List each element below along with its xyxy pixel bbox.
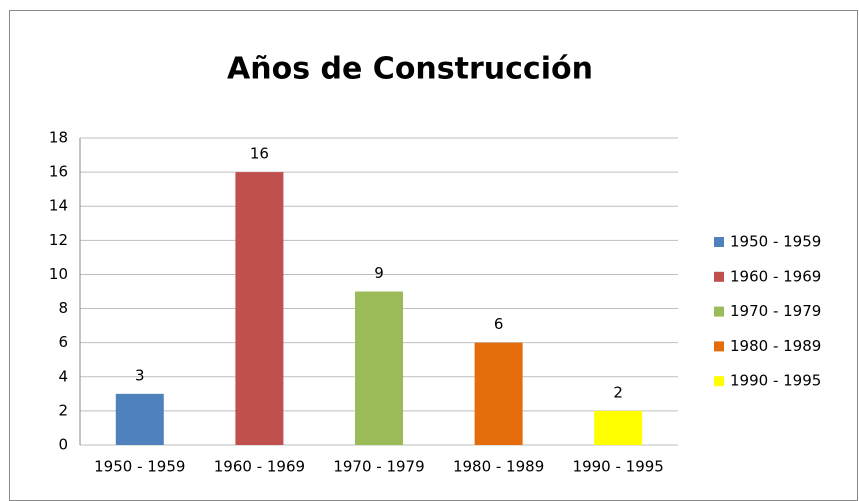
legend-label: 1990 - 1995 <box>730 372 821 390</box>
y-tick-label: 18 <box>49 129 68 147</box>
x-tick-label: 1980 - 1989 <box>453 458 544 476</box>
y-tick-label: 2 <box>58 401 68 419</box>
bar <box>355 291 403 445</box>
x-tick-label: 1960 - 1969 <box>214 458 305 476</box>
y-tick-label: 16 <box>49 163 68 181</box>
legend-swatch <box>714 376 724 387</box>
legend-swatch <box>714 306 724 317</box>
bar <box>115 393 164 445</box>
bar <box>594 410 643 445</box>
legend-label: 1950 - 1959 <box>730 233 821 251</box>
x-tick-label: 1970 - 1979 <box>333 458 424 476</box>
legend-swatch <box>714 271 724 282</box>
legend-label: 1980 - 1989 <box>730 337 821 355</box>
y-tick-label: 14 <box>49 197 68 215</box>
data-label: 16 <box>250 145 269 163</box>
data-label: 9 <box>374 264 384 282</box>
bar <box>235 172 284 445</box>
legend-label: 1970 - 1979 <box>730 302 821 320</box>
bar <box>474 342 523 445</box>
legend-label: 1960 - 1969 <box>730 267 821 285</box>
y-tick-label: 0 <box>58 436 68 454</box>
x-tick-label: 1950 - 1959 <box>94 458 185 476</box>
y-tick-label: 8 <box>58 299 68 317</box>
y-tick-label: 6 <box>58 333 68 351</box>
legend-swatch <box>714 341 724 352</box>
data-label: 6 <box>494 315 504 333</box>
data-label: 2 <box>613 383 623 401</box>
x-tick-label: 1990 - 1995 <box>573 458 664 476</box>
y-tick-label: 10 <box>49 265 68 283</box>
data-label: 3 <box>135 366 145 384</box>
y-tick-label: 4 <box>58 367 68 385</box>
y-tick-label: 12 <box>49 231 68 249</box>
chart-title: Años de Construcción <box>227 52 593 87</box>
legend-swatch <box>714 237 724 247</box>
